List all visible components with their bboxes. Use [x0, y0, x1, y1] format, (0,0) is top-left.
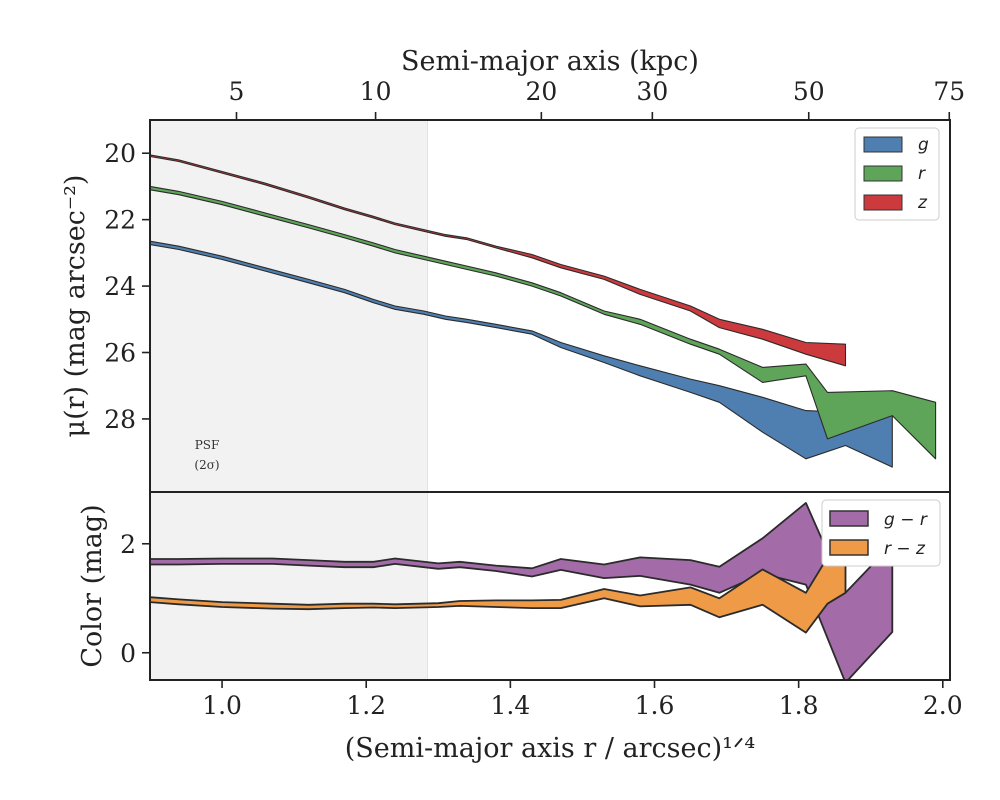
color-legend: g − r r − z	[821, 499, 941, 567]
legend-swatch-r	[863, 165, 903, 182]
x-tick-label: 2.0	[923, 691, 963, 720]
mu-tick-label: 22	[104, 206, 136, 235]
kpc-tick-label: 75	[933, 77, 965, 106]
x-tick-label: 1.4	[490, 691, 530, 720]
mu-tick-label: 20	[104, 139, 136, 168]
mu-tick-label: 24	[104, 272, 136, 301]
x-tick-label: 1.6	[635, 691, 675, 720]
bottom-panel-frame	[149, 491, 951, 681]
mu-tick-label: 26	[104, 339, 136, 368]
band-r	[150, 185, 937, 460]
top-legend: g r z	[854, 127, 940, 221]
kpc-tick-label: 30	[636, 77, 668, 106]
x-tick-label: 1.0	[202, 691, 242, 720]
color-tick-label: 2	[120, 530, 136, 559]
color-panel: 1.0 1.2 1.4 1.6 1.8 2.0 0 2 (Semi-major axis r …	[77, 491, 963, 764]
legend-swatch-z	[863, 194, 903, 211]
surface-brightness-panel: 5 10 20 30 50 75 20 22 24 26 28 Semi-major axis (k…	[60, 46, 965, 493]
kpc-tick-label: 20	[525, 77, 557, 106]
legend-swatch-g	[863, 136, 903, 153]
psf-region	[149, 119, 428, 493]
kpc-tick-label: 5	[229, 77, 245, 106]
color-y-axis-label: Color (mag)	[77, 504, 108, 667]
legend-label-r-z: r − z	[884, 539, 926, 559]
kpc-tick-label: 50	[793, 77, 825, 106]
color-tick-label: 0	[120, 639, 136, 668]
band-r-z	[150, 526, 847, 634]
color-bands	[150, 501, 894, 680]
x-axis-label: (Semi-major axis r / arcsec)¹ᐟ⁴	[345, 733, 755, 764]
band-g-r	[150, 501, 894, 680]
x-tick-label: 1.2	[346, 691, 386, 720]
legend-label-r: r	[918, 164, 926, 184]
top-y-axis-label: μ(r) (mag arcsec⁻²)	[60, 175, 91, 438]
legend-label-g: g	[918, 135, 929, 155]
psf-label-line1: PSF	[195, 438, 220, 452]
mu-tick-label: 28	[104, 405, 136, 434]
band-z	[150, 154, 847, 367]
x-tick-label: 1.8	[779, 691, 819, 720]
kpc-tick-label: 10	[360, 77, 392, 106]
psf-label-line2: (2σ)	[194, 458, 219, 472]
bottom-panel-ticks: 1.0 1.2 1.4 1.6 1.8 2.0 0 2	[120, 530, 963, 720]
legend-swatch-r-z	[829, 539, 869, 556]
legend-label-g-r: g − r	[884, 510, 928, 530]
psf-region-color	[149, 491, 428, 681]
band-g	[150, 240, 893, 468]
top-panel-ticks: 5 10 20 30 50 75 20 22 24 26 28	[104, 77, 965, 434]
surface-brightness-bands	[150, 154, 937, 468]
legend-swatch-g-r	[829, 510, 869, 527]
top-axis-label: Semi-major axis (kpc)	[401, 46, 699, 77]
legend-label-z: z	[917, 193, 928, 213]
